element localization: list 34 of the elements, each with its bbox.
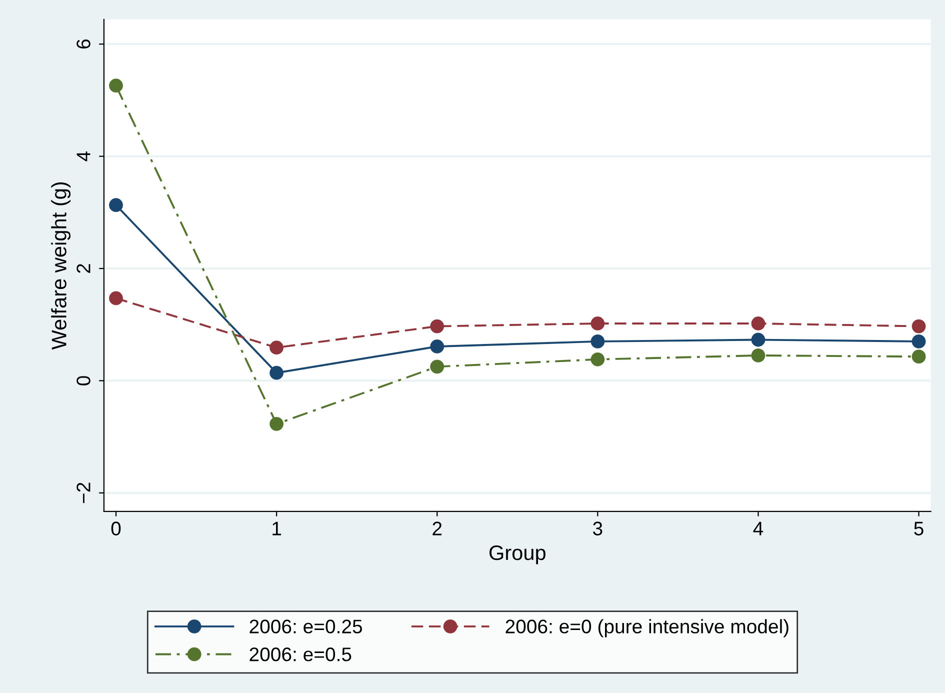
point <box>270 366 284 380</box>
point <box>270 416 284 431</box>
point <box>912 334 926 348</box>
point <box>270 340 284 355</box>
x-tick-label: 1 <box>272 522 282 536</box>
point <box>430 360 444 374</box>
point <box>751 348 766 362</box>
point <box>430 319 444 334</box>
point <box>751 332 766 347</box>
point <box>912 319 926 334</box>
point <box>751 316 766 330</box>
point <box>109 78 123 93</box>
x-axis-title: Group <box>489 545 546 564</box>
y-tick-label: −2 <box>76 482 90 504</box>
legend-label: 2006: e=0.5 <box>250 647 352 662</box>
point <box>109 291 123 306</box>
point <box>430 340 444 354</box>
point <box>912 350 926 364</box>
x-tick-label: 4 <box>753 522 764 536</box>
y-tick-label: 2 <box>76 264 90 273</box>
x-tick-label: 0 <box>111 522 121 536</box>
y-tick-label: 4 <box>76 151 90 162</box>
point <box>109 198 123 212</box>
x-tick-label: 2 <box>432 522 442 536</box>
point <box>590 316 605 330</box>
legend-label: 2006: e=0 (pure intensive model) <box>506 619 788 638</box>
legend-label: 2006: e=0.25 <box>250 620 362 634</box>
y-tick-label: 0 <box>76 376 90 386</box>
point <box>590 334 605 348</box>
y-tick-label: 6 <box>76 40 90 49</box>
x-tick-label: 3 <box>593 522 602 536</box>
point <box>590 352 605 366</box>
x-tick-label: 5 <box>914 522 924 536</box>
y-axis-title: Welfare weight (g) <box>51 182 71 350</box>
